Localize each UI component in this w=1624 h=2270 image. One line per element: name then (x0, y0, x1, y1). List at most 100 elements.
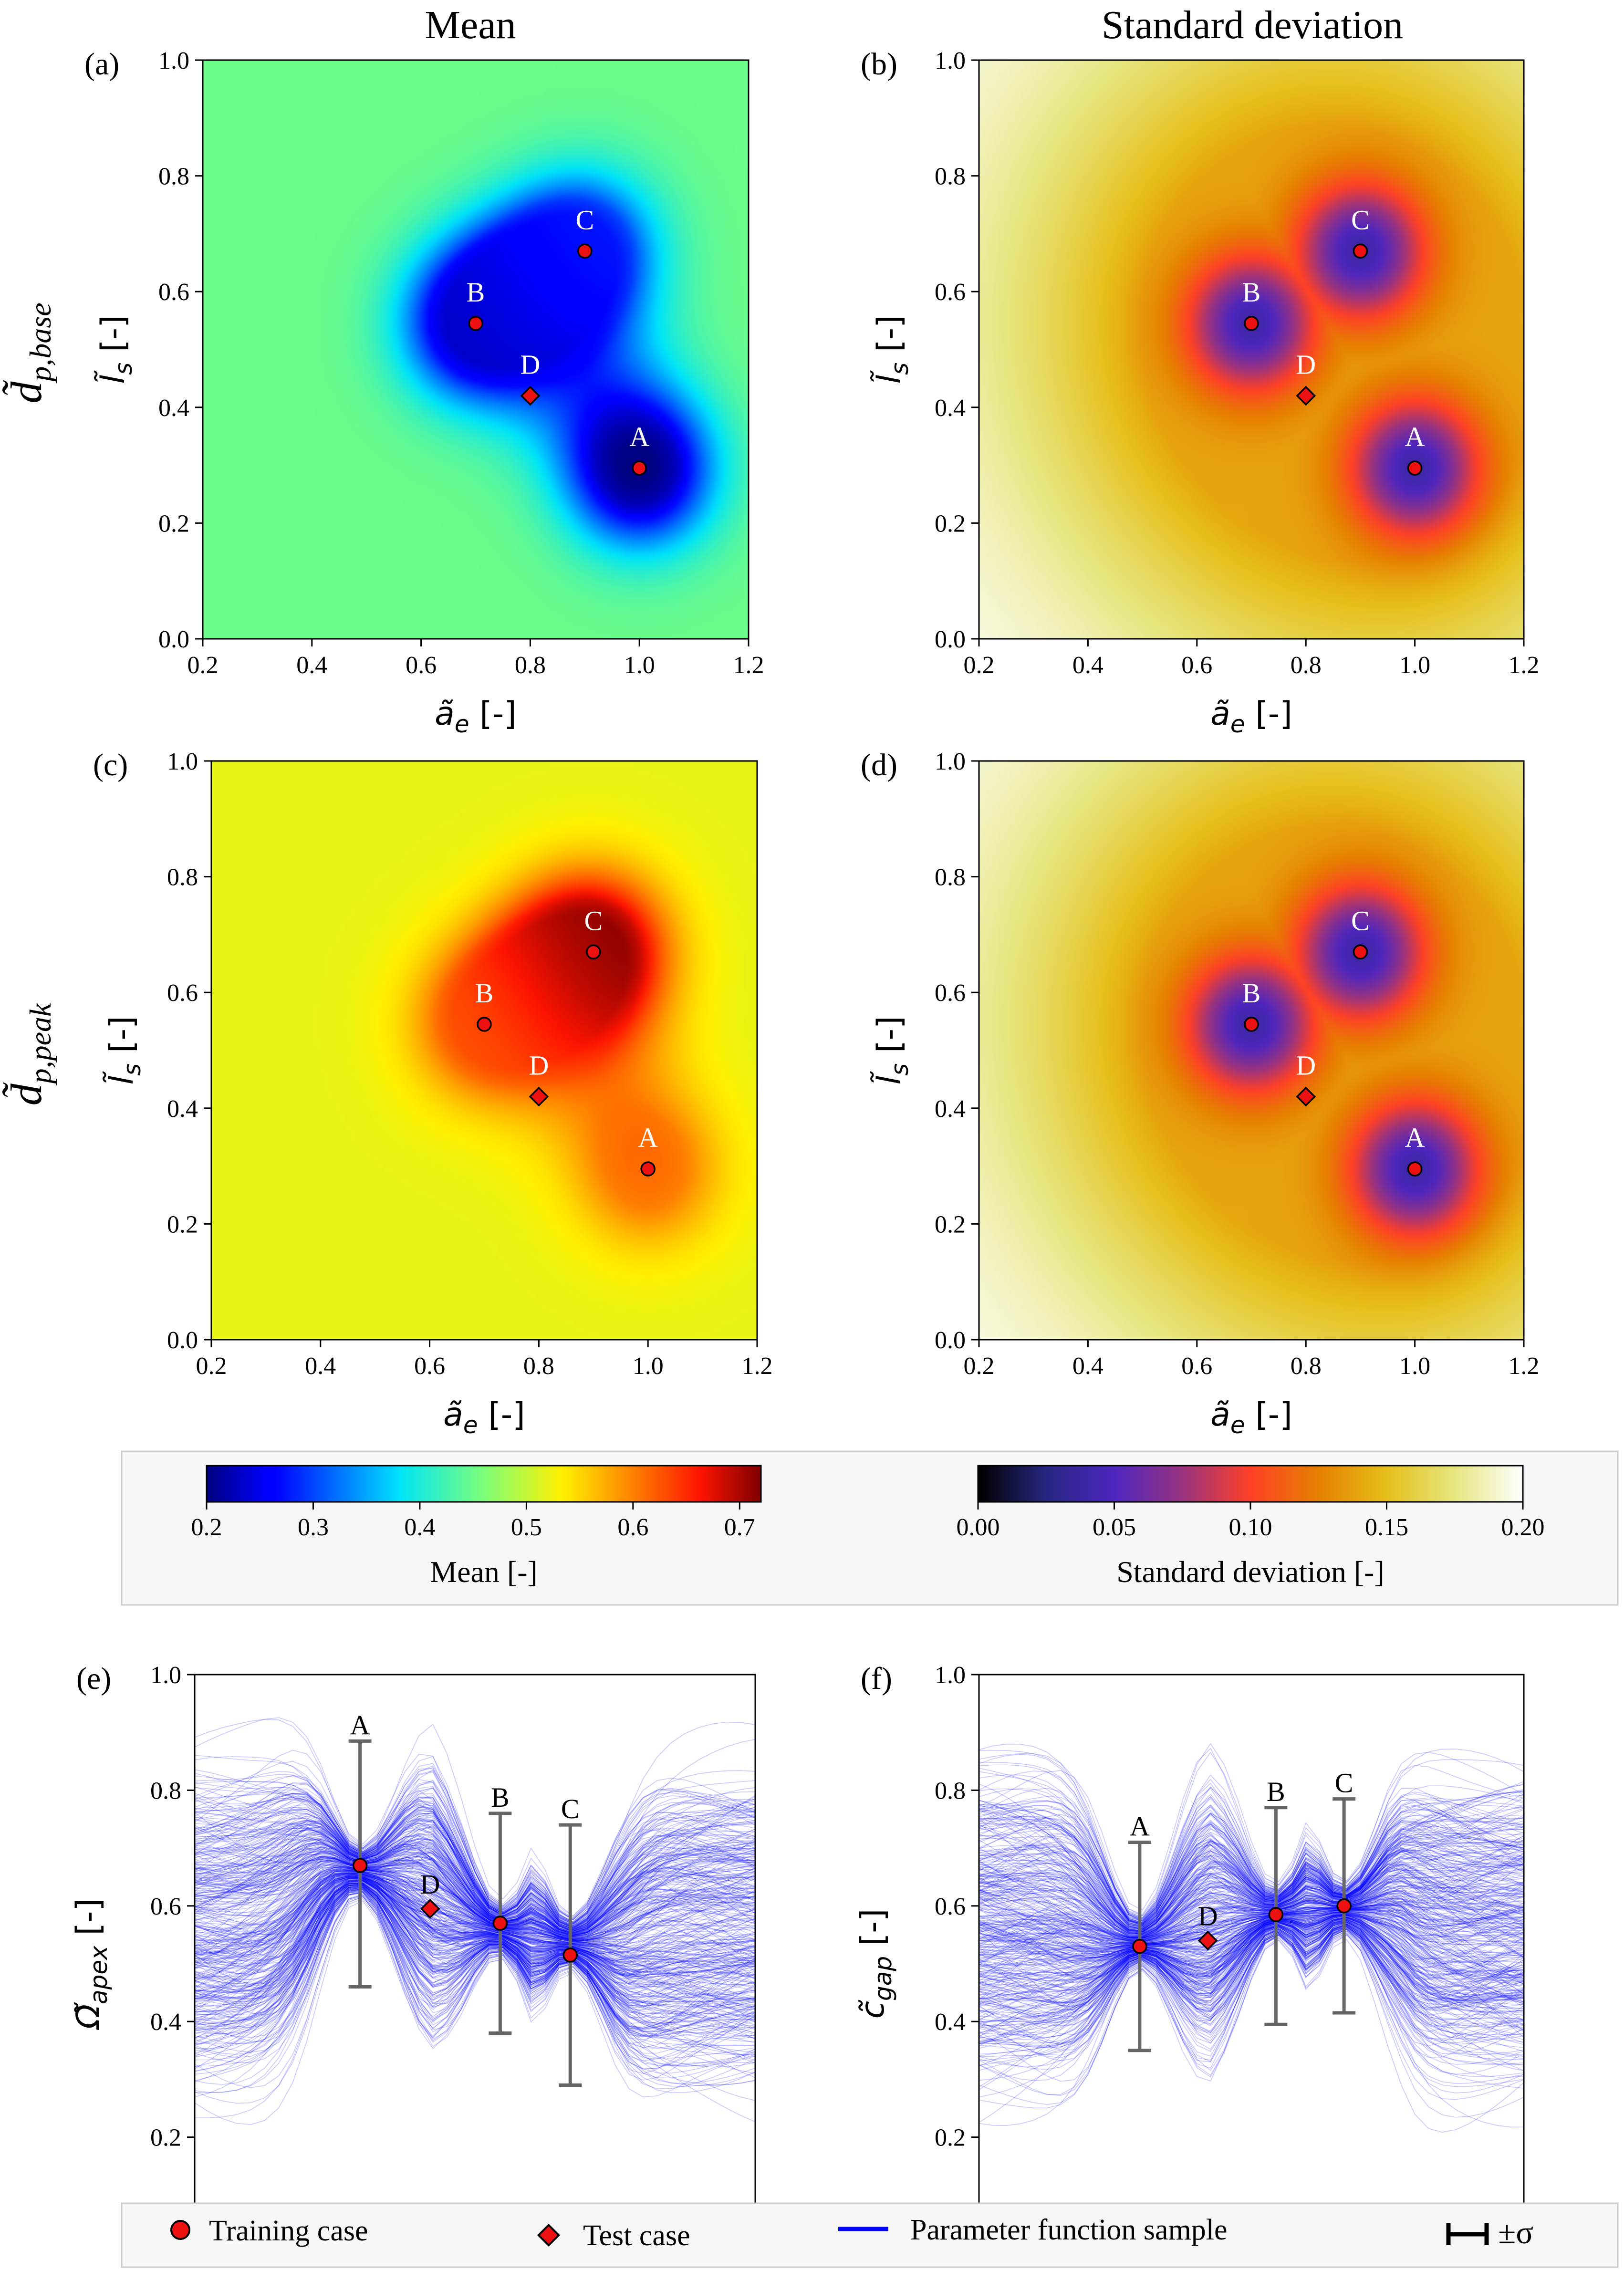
sample-curve (195, 1880, 755, 2019)
sample-curve (195, 1756, 755, 1942)
sample-curve (195, 1847, 755, 2006)
sample-curve (195, 1875, 755, 2008)
sample-curve (979, 1871, 1524, 1983)
sample-curve (979, 1924, 1524, 2033)
sample-curve (979, 1801, 1524, 1933)
sample-curve (195, 1878, 755, 1979)
sample-curve (195, 1875, 755, 1978)
sample-curve (979, 1917, 1524, 2055)
sample-curve (979, 1876, 1524, 1963)
sample-curve (195, 1769, 755, 1917)
sample-curve (195, 1874, 755, 1985)
sample-curve (979, 1902, 1524, 2041)
sample-curve (979, 1883, 1524, 1981)
sample-curve (195, 1820, 755, 1928)
sample-curve (979, 1881, 1524, 1968)
sample-curve (979, 1920, 1524, 1989)
sample-curve (979, 1805, 1524, 1936)
sample-curve (979, 1839, 1524, 1928)
sample-curve (979, 1821, 1524, 1927)
test-case-marker (1197, 1930, 1218, 1951)
sample-curve (195, 1886, 755, 2070)
sample-curve (195, 1870, 755, 2001)
sample-curve (979, 1806, 1524, 1924)
title-std: Standard deviation (1102, 3, 1403, 47)
sample-curve (195, 1877, 755, 2019)
point-label: B (467, 277, 485, 308)
point-label: D (529, 1050, 549, 1081)
sample-curve (195, 1882, 755, 2043)
sample-curve (195, 1834, 755, 1928)
sample-curve (195, 1770, 755, 1934)
sample-curve (979, 1851, 1524, 1940)
sample-curve (195, 1884, 755, 2019)
sample-curve (979, 1893, 1524, 2020)
y-tick-label: 0.6 (150, 1893, 181, 1920)
sample-curve (195, 1875, 755, 1978)
sample-curve (979, 1911, 1524, 1957)
sample-curve (979, 1869, 1524, 1934)
sample-curve (195, 1852, 755, 2036)
y-tick-label: 0.6 (935, 279, 966, 306)
panel-c-mean-map: 0.2 0.4 0.6 0.8 1.0 1.20.00.20.40.60.81.0(c)ã… (93, 748, 773, 1439)
sample-curve (195, 1871, 755, 1964)
sample-curve (979, 1835, 1524, 1925)
x-tick-label: 0.8 (1291, 652, 1322, 679)
x-axis-label: ãe [-] (443, 1396, 525, 1439)
sample-curve (195, 1869, 755, 1936)
sample-curve (979, 1904, 1524, 1989)
sample-curve (979, 1923, 1524, 2039)
sample-curve (195, 1874, 755, 1967)
sample-curve (979, 1835, 1524, 1933)
sample-curve (979, 1919, 1524, 2003)
sample-curve (195, 1837, 755, 1935)
sample-curve (979, 1895, 1524, 2013)
sample-curve (195, 1888, 755, 2062)
sample-curve (195, 1812, 755, 1940)
test-case-marker (1296, 385, 1316, 406)
sample-curve (195, 1888, 755, 2101)
y-tick-label: 0.0 (935, 626, 966, 653)
sample-curve (195, 1886, 755, 2066)
sample-curve (195, 1807, 755, 1953)
sample-curve (979, 1906, 1524, 1949)
sample-curve (979, 1753, 1524, 1916)
sample-curve (195, 1867, 755, 2002)
sample-curve (979, 1917, 1524, 2037)
sample-curve (195, 1874, 755, 2028)
axes-frame (202, 59, 750, 640)
sample-curve (979, 1749, 1524, 1938)
sample-curve (979, 1904, 1524, 1986)
sample-curve (195, 1876, 755, 2029)
sample-curve (195, 1876, 755, 2002)
sample-curve (979, 1819, 1524, 1942)
sample-curve (195, 1887, 755, 2059)
sample-curve (979, 1921, 1524, 2067)
sample-curve (195, 1879, 755, 1998)
sample-curve (195, 1890, 755, 2034)
sample-curve (195, 1765, 755, 1920)
sample-curve (979, 1813, 1524, 1926)
training-case-marker (492, 1916, 508, 1931)
sample-curve (195, 1826, 755, 1924)
sample-curve (979, 1924, 1524, 2044)
sample-curve (979, 1930, 1524, 2040)
y-tick-label: 0.8 (935, 163, 966, 190)
sample-curve (979, 1918, 1524, 2078)
sample-curve (979, 1923, 1524, 2044)
sample-curve (195, 1836, 755, 1943)
sample-curve (195, 1819, 755, 1932)
colorbar-mean-tick-label: 0.3 (298, 1514, 329, 1541)
training-case-marker (477, 1017, 492, 1032)
sample-curve (979, 1915, 1524, 1988)
sample-curve (979, 1851, 1524, 1933)
sample-curve (195, 1837, 755, 2000)
sample-curve (195, 1863, 755, 1984)
sample-curve (979, 1790, 1524, 1930)
sample-curve (195, 1891, 755, 2046)
sample-curve (195, 1864, 755, 1977)
sample-curve (195, 1870, 755, 2041)
sample-curve (195, 1804, 755, 1932)
point-label: A (638, 1122, 658, 1153)
sample-curve (195, 1857, 755, 2042)
